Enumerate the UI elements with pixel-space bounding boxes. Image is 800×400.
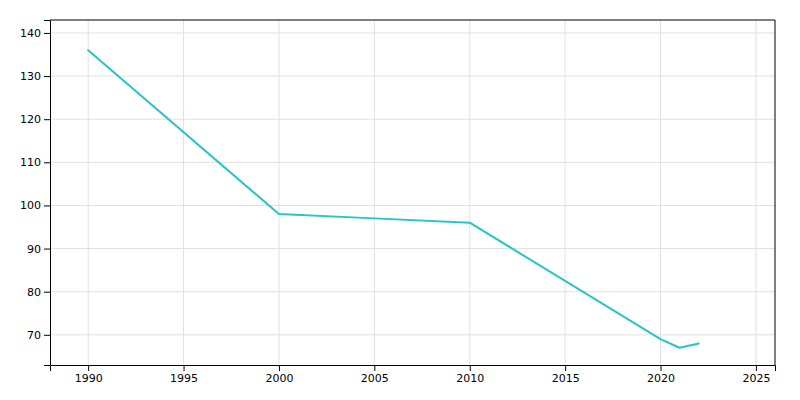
y-axis: 70 80 90 100 110 120 130 140	[20, 21, 51, 366]
x-tick-label: 2010	[456, 372, 484, 385]
x-tick-mark	[470, 365, 471, 371]
data-line	[88, 50, 699, 348]
y-tick-mark	[44, 249, 50, 250]
y-tick-label: 80	[27, 286, 41, 299]
x-tick: 1990	[75, 365, 103, 385]
x-tick-label: 2000	[265, 372, 293, 385]
y-tick: 140	[20, 27, 50, 40]
x-tick: 2005	[361, 365, 389, 385]
x-tick: 2010	[456, 365, 484, 385]
plot-frame-top	[50, 20, 775, 21]
plot-frame-right	[775, 20, 776, 365]
y-grid-line	[50, 205, 775, 206]
y-tick: 90	[27, 243, 50, 256]
y-tick: 80	[27, 286, 50, 299]
x-axis-line	[51, 366, 776, 372]
chart-svg: 1990 1995 2000 2005 2010 2015 2020 2025 70 80 90 10…	[0, 0, 800, 400]
x-tick-mark	[184, 365, 185, 371]
y-tick-mark	[44, 119, 50, 120]
marks	[88, 50, 699, 348]
x-grid-line	[469, 20, 470, 365]
y-tick: 120	[20, 113, 50, 126]
x-tick-label: 2020	[647, 372, 675, 385]
x-grid-line	[660, 20, 661, 365]
x-tick-label: 2005	[361, 372, 389, 385]
x-tick-mark	[88, 365, 89, 371]
x-tick: 2015	[552, 365, 580, 385]
x-grid-line	[755, 20, 756, 365]
x-grid-line	[183, 20, 184, 365]
x-tick-mark	[565, 365, 566, 371]
y-tick-label: 140	[20, 27, 41, 40]
x-tick: 1995	[170, 365, 198, 385]
y-tick: 110	[20, 156, 50, 169]
x-tick: 2020	[647, 365, 675, 385]
x-grid-line	[565, 20, 566, 365]
y-grid-line	[50, 32, 775, 33]
x-tick-mark	[756, 365, 757, 371]
y-grid-line	[50, 119, 775, 120]
y-grid-line	[50, 162, 775, 163]
x-tick: 2025	[742, 365, 770, 385]
grid	[50, 20, 775, 365]
y-tick-mark	[44, 162, 50, 163]
x-grid-line	[88, 20, 89, 365]
x-tick-mark	[374, 365, 375, 371]
y-tick-mark	[44, 76, 50, 77]
y-tick-label: 70	[27, 329, 41, 342]
y-tick: 100	[20, 199, 50, 212]
y-tick-label: 90	[27, 243, 41, 256]
y-axis-line	[44, 21, 51, 366]
x-tick-label: 1990	[75, 372, 103, 385]
x-tick: 2000	[265, 365, 293, 385]
x-tick-mark	[661, 365, 662, 371]
y-tick-mark	[44, 205, 50, 206]
y-tick: 70	[27, 329, 50, 342]
y-grid-line	[50, 291, 775, 292]
y-tick-mark	[44, 33, 50, 34]
x-grid-line	[278, 20, 279, 365]
y-tick-label: 110	[20, 156, 41, 169]
y-tick-label: 130	[20, 70, 41, 83]
y-grid-line	[50, 334, 775, 335]
y-grid-line	[50, 76, 775, 77]
y-tick-label: 100	[20, 199, 41, 212]
y-tick-label: 120	[20, 113, 41, 126]
y-tick-mark	[44, 292, 50, 293]
chart-container: 1990 1995 2000 2005 2010 2015 2020 2025 70 80 90 10…	[0, 0, 800, 400]
x-tick-label: 2015	[552, 372, 580, 385]
x-axis: 1990 1995 2000 2005 2010 2015 2020 2025	[51, 365, 776, 385]
x-tick-mark	[279, 365, 280, 371]
x-grid-line	[374, 20, 375, 365]
y-tick-mark	[44, 335, 50, 336]
y-tick: 130	[20, 70, 50, 83]
plot-area: 1990 1995 2000 2005 2010 2015 2020 2025 70 80 90 10…	[20, 20, 776, 385]
x-tick-label: 2025	[742, 372, 770, 385]
y-grid-line	[50, 248, 775, 249]
x-tick-label: 1995	[170, 372, 198, 385]
